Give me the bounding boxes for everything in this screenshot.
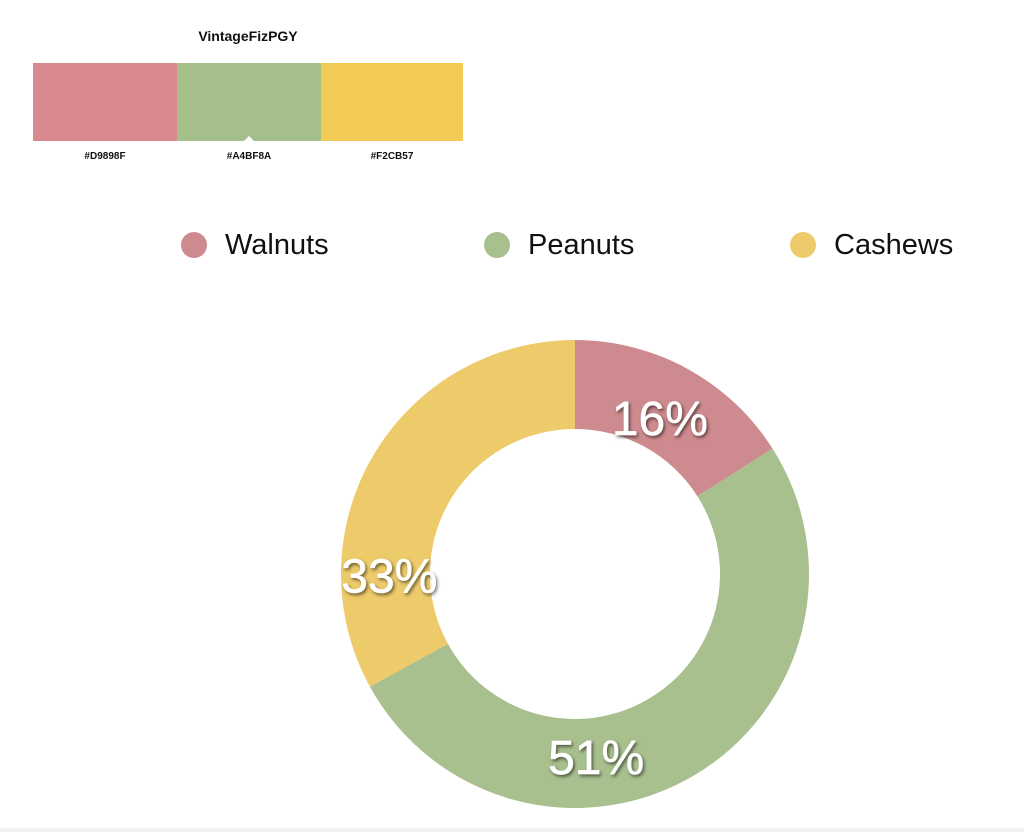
donut-slice-walnuts[interactable]	[575, 340, 773, 497]
swatch-hex-label: #D9898F	[84, 151, 126, 162]
swatch-hex-label: #A4BF8A	[226, 151, 272, 162]
legend-marker	[790, 232, 816, 258]
swatch-hex-label: #F2CB57	[370, 151, 414, 162]
swatch-1[interactable]: #D9898F	[33, 63, 177, 162]
slice-percent-label: 33%	[341, 550, 437, 603]
legend-marker	[484, 232, 510, 258]
slice-percent-label: 16%	[612, 393, 708, 446]
palette-strip: #D9898F #A4BF8A #F2CB57	[33, 63, 463, 162]
selected-caret-icon	[244, 136, 254, 141]
chart-legend: Walnuts Peanuts Cashews	[0, 225, 1024, 265]
legend-label: Walnuts	[225, 228, 329, 261]
legend-label: Cashews	[834, 228, 954, 261]
palette-title: VintageFizPGY	[198, 28, 298, 44]
legend-item-cashews[interactable]: Cashews	[790, 225, 953, 265]
legend-item-walnuts[interactable]: Walnuts	[181, 225, 329, 265]
donut-slice-peanuts[interactable]	[369, 448, 809, 808]
swatch-2[interactable]: #A4BF8A	[177, 63, 321, 162]
donut-slice-cashews[interactable]	[340, 340, 575, 687]
slice-percent-label: 51%	[548, 732, 644, 785]
legend-marker	[181, 232, 207, 258]
legend-item-peanuts[interactable]: Peanuts	[484, 225, 634, 265]
swatch-3[interactable]: #F2CB57	[321, 63, 463, 162]
legend-label: Peanuts	[528, 228, 635, 261]
bottom-edge	[0, 828, 1024, 832]
